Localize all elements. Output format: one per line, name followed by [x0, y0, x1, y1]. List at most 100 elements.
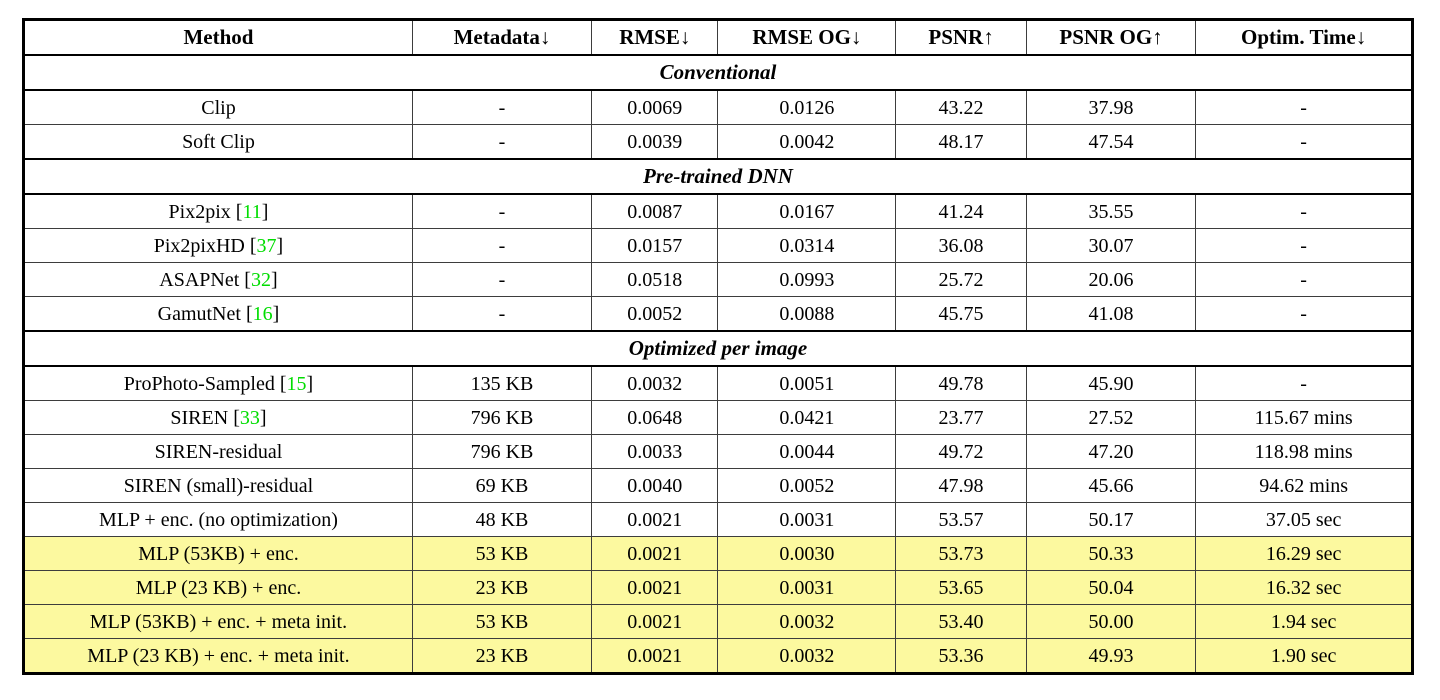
rmse-cell: 0.0021 — [591, 638, 719, 674]
psnr-og-cell: 35.55 — [1025, 193, 1197, 229]
method-cell: SIREN-residual — [23, 434, 413, 469]
rmse-cell: 0.0021 — [591, 502, 719, 537]
psnr-og-cell: 50.17 — [1025, 502, 1197, 537]
method-cell: Pix2pix [11] — [23, 193, 413, 229]
column-header-method: Method — [23, 19, 413, 56]
optim-time-cell: - — [1195, 124, 1413, 160]
optim-time-cell: - — [1195, 365, 1413, 401]
table-row: Pix2pix [11] -0.0087 0.0167 41.24 35.55- — [23, 193, 1413, 229]
method-name: GamutNet — [157, 302, 241, 325]
psnr-og-cell: 20.06 — [1025, 262, 1197, 297]
table-row: MLP + enc. (no optimization) 48 KB 0.0021 0… — [23, 502, 1413, 537]
column-header-optim-time: Optim. Time↓ — [1195, 19, 1413, 56]
psnr-og-cell: 49.93 — [1025, 638, 1197, 674]
section-row: Optimized per image — [23, 330, 1413, 367]
table-row: GamutNet [16] -0.0052 0.0088 45.75 41.08- — [23, 296, 1413, 332]
metadata-cell: 796 KB — [411, 400, 593, 435]
rmse-og-cell: 0.0031 — [717, 502, 897, 537]
table-row: MLP (23 KB) + enc. + meta init. 23 KB 0.00… — [23, 638, 1413, 674]
rmse-og-cell: 0.0052 — [717, 468, 897, 503]
method-cell: ProPhoto-Sampled [15] — [23, 365, 413, 401]
psnr-cell: 49.72 — [895, 434, 1027, 469]
optim-time-cell: 115.67 mins — [1195, 400, 1413, 435]
citation-link[interactable]: 32 — [250, 268, 271, 291]
metadata-cell: - — [411, 228, 593, 263]
psnr-cell: 36.08 — [895, 228, 1027, 263]
method-name: Clip — [201, 96, 236, 119]
rmse-cell: 0.0021 — [591, 570, 719, 605]
optim-time-cell: 37.05 sec — [1195, 502, 1413, 537]
table-row: Soft Clip -0.0039 0.0042 48.17 47.54- — [23, 124, 1413, 160]
citation-link[interactable]: 37 — [256, 234, 277, 257]
method-cell: MLP (23 KB) + enc. + meta init. — [23, 638, 413, 674]
psnr-og-cell: 41.08 — [1025, 296, 1197, 332]
psnr-cell: 41.24 — [895, 193, 1027, 229]
metadata-cell: - — [411, 262, 593, 297]
psnr-og-cell: 47.54 — [1025, 124, 1197, 160]
metadata-cell: 796 KB — [411, 434, 593, 469]
citation-link[interactable]: 11 — [242, 200, 262, 223]
metadata-cell: - — [411, 124, 593, 160]
psnr-og-cell: 37.98 — [1025, 89, 1197, 125]
method-cell: Soft Clip — [23, 124, 413, 160]
rmse-og-cell: 0.0051 — [717, 365, 897, 401]
table-row: MLP (53KB) + enc. 53 KB 0.0021 0.0030 53.73 5… — [23, 536, 1413, 571]
method-name: SIREN — [170, 406, 229, 429]
psnr-cell: 43.22 — [895, 89, 1027, 125]
rmse-og-cell: 0.0031 — [717, 570, 897, 605]
rmse-og-cell: 0.0044 — [717, 434, 897, 469]
optim-time-cell: 1.94 sec — [1195, 604, 1413, 639]
method-name: MLP + enc. (no optimization) — [99, 508, 338, 531]
psnr-cell: 47.98 — [895, 468, 1027, 503]
table-header: Method Metadata↓ RMSE↓ RMSE OG↓ PSNR↑ PSNR OG… — [23, 19, 1413, 56]
rmse-og-cell: 0.0030 — [717, 536, 897, 571]
rmse-cell: 0.0648 — [591, 400, 719, 435]
rmse-og-cell: 0.0126 — [717, 89, 897, 125]
column-header-psnr: PSNR↑ — [895, 19, 1027, 56]
rmse-cell: 0.0021 — [591, 536, 719, 571]
citation-link[interactable]: 15 — [286, 372, 307, 395]
table-row: SIREN-residual 796 KB 0.0033 0.0044 49.72 47.… — [23, 434, 1413, 469]
rmse-cell: 0.0087 — [591, 193, 719, 229]
method-name: ASAPNet — [159, 268, 240, 291]
method-name: Pix2pixHD — [153, 234, 245, 257]
rmse-og-cell: 0.0032 — [717, 604, 897, 639]
rmse-cell: 0.0040 — [591, 468, 719, 503]
rmse-og-cell: 0.0421 — [717, 400, 897, 435]
column-header-rmse: RMSE↓ — [591, 19, 719, 56]
method-name: MLP (23 KB) + enc. + meta init. — [87, 644, 350, 667]
table-row: ProPhoto-Sampled [15] 135 KB 0.0032 0.0051 4… — [23, 365, 1413, 401]
method-cell: SIREN [33] — [23, 400, 413, 435]
method-cell: MLP (53KB) + enc. — [23, 536, 413, 571]
psnr-cell: 53.40 — [895, 604, 1027, 639]
psnr-cell: 45.75 — [895, 296, 1027, 332]
rmse-cell: 0.0069 — [591, 89, 719, 125]
method-name: MLP (53KB) + enc. — [138, 542, 299, 565]
psnr-cell: 53.57 — [895, 502, 1027, 537]
section-row: Conventional — [23, 54, 1413, 91]
method-name: Soft Clip — [182, 130, 255, 153]
rmse-cell: 0.0033 — [591, 434, 719, 469]
psnr-cell: 49.78 — [895, 365, 1027, 401]
optim-time-cell: - — [1195, 228, 1413, 263]
optim-time-cell: 118.98 mins — [1195, 434, 1413, 469]
psnr-og-cell: 30.07 — [1025, 228, 1197, 263]
rmse-cell: 0.0157 — [591, 228, 719, 263]
column-header-psnr-og: PSNR OG↑ — [1025, 19, 1197, 56]
citation-link[interactable]: 33 — [239, 406, 260, 429]
optim-time-cell: - — [1195, 296, 1413, 332]
method-cell: SIREN (small)-residual — [23, 468, 413, 503]
table-row: Pix2pixHD [37] -0.0157 0.0314 36.08 30.07- — [23, 228, 1413, 263]
table-row: Clip -0.0069 0.0126 43.22 37.98- — [23, 89, 1413, 125]
method-name: MLP (53KB) + enc. + meta init. — [89, 610, 348, 633]
rmse-cell: 0.0021 — [591, 604, 719, 639]
optim-time-cell: - — [1195, 89, 1413, 125]
metadata-cell: - — [411, 296, 593, 332]
optim-time-cell: 16.29 sec — [1195, 536, 1413, 571]
table-row: ASAPNet [32] -0.0518 0.0993 25.72 20.06- — [23, 262, 1413, 297]
psnr-cell: 48.17 — [895, 124, 1027, 160]
citation-link[interactable]: 16 — [252, 302, 273, 325]
method-name: MLP (23 KB) + enc. — [135, 576, 302, 599]
rmse-cell: 0.0039 — [591, 124, 719, 160]
metadata-cell: 135 KB — [411, 365, 593, 401]
